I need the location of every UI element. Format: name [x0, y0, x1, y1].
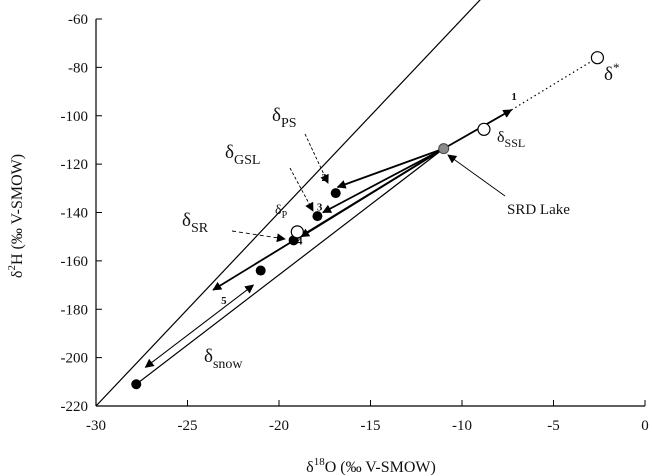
y-axis-title: δ2H (‰ V-SMOW)	[6, 154, 26, 278]
delta-snow-label: δsnow	[204, 346, 243, 372]
snow-range-arrow	[144, 284, 255, 368]
evaporation-arrow-2	[336, 147, 445, 189]
data-point	[131, 379, 142, 390]
evaporation-line	[135, 148, 445, 385]
y-tick-label: -100	[61, 109, 89, 125]
y-tick-label: -120	[61, 157, 89, 173]
y-tick-label: -220	[61, 399, 89, 415]
delta-sr-pointer	[231, 230, 286, 243]
y-axis-ticks: -220 -200 -180 -160 -140 -120 -100 -80 -60	[61, 12, 102, 415]
x-tick-label: -30	[86, 418, 106, 434]
data-point	[330, 188, 341, 199]
arrow-label-1: 1	[511, 91, 517, 103]
x-axis-title: δ18O (‰ V-SMOW)	[306, 456, 436, 476]
x-tick-label: -10	[452, 418, 472, 434]
arrow-label-4: 4	[297, 236, 303, 248]
y-tick-label: -80	[68, 60, 88, 76]
x-axis-ticks: -30 -25 -20 -15 -10 -5 0	[86, 400, 649, 434]
delta-gsl-pointer	[289, 167, 314, 212]
delta-ssl-label: δSSL	[497, 129, 525, 150]
srd-lake-label: SRD Lake	[507, 202, 570, 218]
open-point	[290, 225, 304, 239]
plot-points	[131, 51, 605, 390]
data-point	[312, 211, 323, 222]
arrow-labels: 1 2 3 4 5	[221, 91, 517, 307]
delta-ps-pointer	[304, 133, 329, 184]
delta-p-label: δP	[275, 203, 288, 221]
delta-ps-label: δPS	[272, 105, 297, 131]
x-tick-label: -20	[269, 418, 289, 434]
data-point	[255, 265, 266, 276]
arrow-label-2: 2	[322, 172, 328, 184]
x-tick-label: 0	[641, 418, 649, 434]
delta-sr-label: δSR	[182, 210, 209, 236]
evaporation-arrow-3	[322, 147, 445, 214]
y-tick-label: -200	[61, 351, 89, 367]
open-point	[477, 122, 491, 136]
meteoric-water-line	[95, 0, 481, 407]
srd-lake-pointer	[447, 154, 506, 197]
delta-star-label: δ*	[604, 60, 619, 85]
delta-gsl-label: δGSL	[225, 142, 260, 168]
dotted-extension-line	[511, 57, 598, 111]
open-point	[590, 51, 605, 65]
arrow-label-5: 5	[221, 295, 227, 307]
y-tick-label: -160	[61, 254, 89, 270]
y-tick-label: -140	[61, 206, 89, 222]
y-tick-label: -60	[68, 12, 88, 28]
srd-lake-point	[438, 143, 450, 155]
x-tick-label: -25	[178, 418, 198, 434]
evaporation-arrow-5	[212, 147, 445, 291]
x-tick-label: -15	[361, 418, 381, 434]
x-tick-label: -5	[547, 418, 560, 434]
plot-arrows	[144, 109, 513, 368]
y-tick-label: -180	[61, 302, 89, 318]
arrow-label-3: 3	[317, 202, 323, 214]
